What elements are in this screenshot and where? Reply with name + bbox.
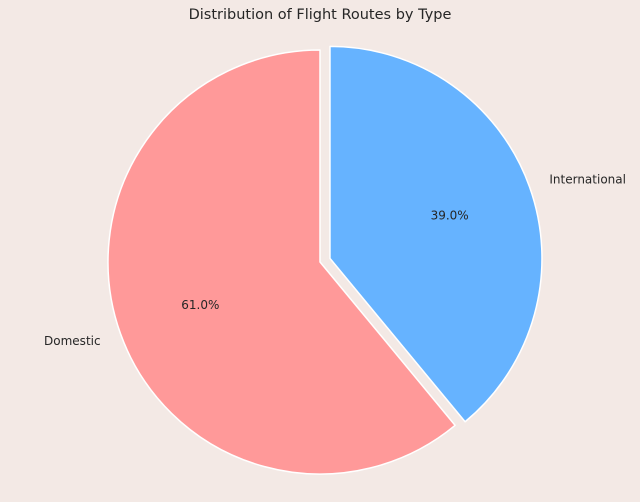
chart-title: Distribution of Flight Routes by Type	[188, 7, 452, 23]
pct-label-domestic: 61.0%	[181, 298, 219, 312]
pie-slice-domestic	[107, 49, 456, 475]
category-label-domestic: Domestic	[44, 334, 101, 348]
category-label-international: International	[549, 172, 626, 186]
pie-slice-international	[329, 45, 543, 423]
pct-label-international: 39.0%	[431, 208, 469, 222]
